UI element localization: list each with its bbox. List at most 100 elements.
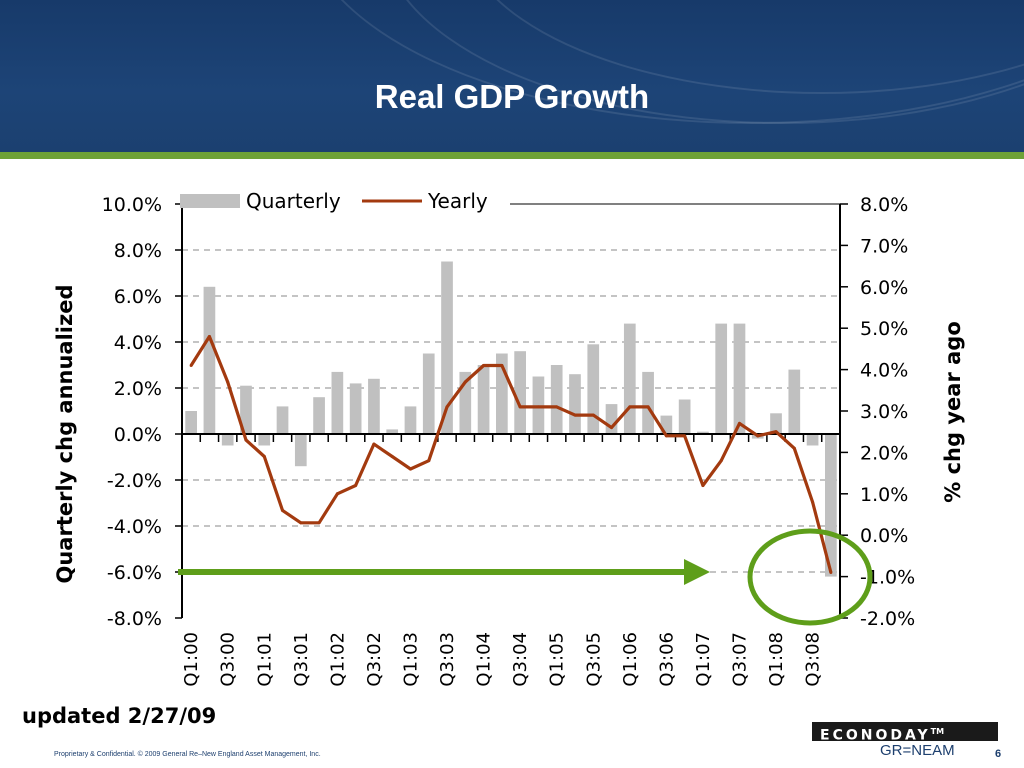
yearly-point bbox=[463, 380, 467, 384]
x-tick-label: Q1:02 bbox=[327, 632, 348, 687]
left-tick-label: 10.0% bbox=[102, 194, 162, 216]
right-tick-label: 0.0% bbox=[860, 525, 908, 547]
footer-confidential: Proprietary & Confidential. © 2009 Gener… bbox=[54, 751, 321, 758]
x-tick-label: Q1:04 bbox=[474, 632, 495, 687]
quarterly-bar bbox=[550, 365, 563, 434]
left-tick-label: -4.0% bbox=[107, 516, 162, 538]
yearly-series-line bbox=[189, 334, 833, 573]
legend-yearly-label: Yearly bbox=[427, 189, 488, 213]
right-tick-label: 4.0% bbox=[860, 360, 908, 382]
right-tick-label: -2.0% bbox=[860, 608, 915, 630]
legend-quarterly-label: Quarterly bbox=[246, 189, 341, 213]
quarterly-bar bbox=[660, 415, 673, 434]
quarterly-bar bbox=[313, 397, 325, 434]
quarterly-bar bbox=[678, 399, 691, 434]
yearly-point bbox=[372, 442, 376, 446]
quarterly-bar bbox=[185, 411, 197, 434]
legend: Quarterly Yearly bbox=[180, 189, 488, 213]
yearly-point bbox=[262, 455, 266, 459]
quarterly-bar bbox=[642, 371, 654, 434]
quarterly-bar bbox=[514, 351, 526, 434]
yearly-point bbox=[555, 405, 559, 409]
right-tick-label: 5.0% bbox=[860, 318, 908, 340]
quarterly-bar bbox=[422, 353, 435, 434]
yearly-point bbox=[536, 405, 540, 409]
quarterly-bar bbox=[203, 286, 216, 434]
yearly-point bbox=[189, 363, 193, 367]
quarterly-bar bbox=[605, 404, 618, 434]
yearly-point bbox=[207, 334, 211, 338]
yearly-point bbox=[756, 434, 760, 438]
quarterly-bar bbox=[496, 353, 508, 434]
right-tick-label: 8.0% bbox=[860, 194, 908, 216]
x-tick-label: Q3:00 bbox=[218, 632, 239, 687]
x-tick-label: Q1:08 bbox=[766, 632, 787, 687]
right-tick-label: 1.0% bbox=[860, 484, 908, 506]
yearly-point bbox=[719, 459, 723, 463]
yearly-point bbox=[354, 484, 358, 488]
yearly-point bbox=[299, 521, 303, 525]
grid-lines bbox=[182, 203, 840, 573]
econoday-logo-tm: TM bbox=[930, 727, 945, 736]
header-green-rule bbox=[0, 152, 1024, 159]
yearly-point bbox=[628, 405, 632, 409]
quarterly-bar bbox=[294, 434, 307, 467]
yearly-point bbox=[482, 363, 486, 367]
yearly-point bbox=[792, 446, 796, 450]
yearly-point bbox=[774, 430, 778, 434]
yearly-point bbox=[281, 508, 285, 512]
yearly-point bbox=[226, 380, 230, 384]
left-axis-title: Quarterly chg annualized bbox=[53, 285, 77, 584]
gdp-chart: 10.0% 8.0% 6.0% 4.0% 2.0% 0.0% -2.0% -4.0% -6.0%… bbox=[53, 189, 965, 687]
yearly-point bbox=[427, 459, 431, 463]
yearly-point bbox=[317, 521, 321, 525]
quarterly-bar bbox=[331, 371, 344, 434]
quarterly-bar bbox=[221, 434, 234, 446]
yearly-line bbox=[189, 334, 833, 574]
left-tick-label: 4.0% bbox=[114, 332, 162, 354]
yearly-point bbox=[829, 570, 833, 574]
yearly-point bbox=[573, 413, 577, 417]
econoday-logo-text: ECONODAY bbox=[820, 727, 931, 744]
legend-quarterly-swatch bbox=[180, 194, 240, 208]
quarterly-bar bbox=[532, 376, 545, 434]
yearly-point bbox=[701, 484, 705, 488]
yearly-point bbox=[244, 438, 248, 442]
x-tick-label: Q1:03 bbox=[400, 632, 421, 687]
x-tick-label: Q1:00 bbox=[181, 632, 202, 687]
yearly-point bbox=[390, 455, 394, 459]
x-tick-label: Q1:01 bbox=[254, 632, 275, 687]
quarterly-bar bbox=[386, 429, 399, 434]
slide-title: Real GDP Growth bbox=[374, 78, 650, 115]
yearly-point bbox=[518, 405, 522, 409]
grneam-logo: GR=NEAM bbox=[880, 742, 955, 759]
quarterly-bar bbox=[770, 413, 782, 434]
x-tick-label: Q3:06 bbox=[656, 632, 677, 687]
x-tick-label: Q1:07 bbox=[693, 632, 714, 687]
x-tick-label: Q3:04 bbox=[510, 632, 531, 687]
left-tick-label: -6.0% bbox=[107, 562, 162, 584]
quarterly-bar bbox=[404, 406, 417, 434]
quarterly-bar bbox=[349, 383, 362, 434]
quarterly-bar bbox=[459, 371, 472, 434]
yearly-point bbox=[664, 434, 668, 438]
left-tick-label: 0.0% bbox=[114, 424, 162, 446]
quarterly-bar bbox=[441, 261, 453, 434]
quarterly-bars bbox=[185, 261, 837, 577]
yearly-point bbox=[591, 413, 595, 417]
x-tick-label: Q1:06 bbox=[620, 632, 641, 687]
yearly-point bbox=[335, 492, 339, 496]
yearly-point bbox=[408, 467, 412, 471]
quarterly-bar bbox=[788, 369, 801, 434]
right-tick-label: 7.0% bbox=[860, 235, 908, 257]
quarterly-bar bbox=[587, 344, 600, 434]
x-tick-label: Q3:05 bbox=[583, 632, 604, 687]
quarterly-bar bbox=[240, 385, 252, 434]
quarterly-bar bbox=[697, 431, 709, 434]
left-tick-label: 2.0% bbox=[114, 378, 162, 400]
quarterly-bar bbox=[258, 434, 271, 446]
annotation-circle bbox=[747, 528, 873, 626]
quarterly-bar bbox=[569, 374, 581, 434]
axes: 10.0% 8.0% 6.0% 4.0% 2.0% 0.0% -2.0% -4.0% -6.0%… bbox=[102, 194, 916, 687]
yearly-point bbox=[500, 363, 504, 367]
